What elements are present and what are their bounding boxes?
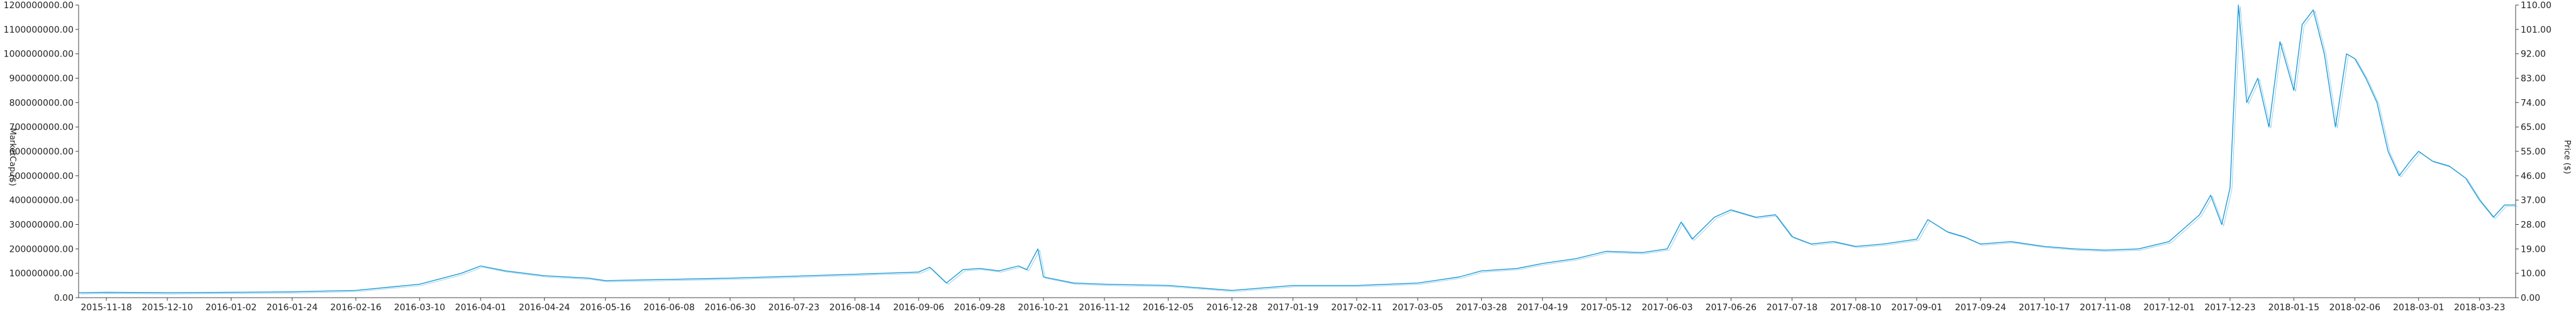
right-y-tick-label: 0.00: [2521, 293, 2540, 303]
x-tick-label: 2016-12-28: [1206, 303, 1257, 313]
right-y-tick-label: 83.00: [2521, 74, 2546, 84]
x-tick-label: 2016-06-08: [643, 303, 694, 313]
x-tick-label: 2018-01-15: [2268, 303, 2319, 313]
x-tick-label: 2017-11-08: [2080, 303, 2131, 313]
x-tick-label: 2016-09-06: [893, 303, 944, 313]
axes: [78, 5, 2516, 298]
x-tick-label: 2018-03-01: [2393, 303, 2444, 313]
x-tick-label: 2016-05-16: [580, 303, 631, 313]
x-tick-label: 2017-12-01: [2143, 303, 2194, 313]
right-y-tick-label: 46.00: [2521, 171, 2546, 181]
x-tick-label: 2015-12-10: [142, 303, 192, 313]
right-y-tick-label: 110.00: [2521, 1, 2551, 11]
right-axis-title: Price ($): [2562, 140, 2572, 174]
x-tick-label: 2016-07-23: [769, 303, 819, 313]
x-tick-label: 2016-08-14: [830, 303, 880, 313]
x-tick-label: 2016-02-16: [330, 303, 381, 313]
x-tick-label: 2017-08-10: [1830, 303, 1881, 313]
x-tick-label: 2017-03-05: [1392, 303, 1443, 313]
left-y-axis-ticks: 0.00 100000000.00 200000000.00 300000000.00…: [4, 1, 79, 303]
x-tick-label: 2016-04-24: [519, 303, 570, 313]
left-y-tick-label: 500000000.00: [9, 171, 74, 181]
x-tick-label: 2016-04-01: [455, 303, 506, 313]
x-tick-label: 2017-04-19: [1517, 303, 1568, 313]
right-y-tick-label: 101.00: [2521, 25, 2551, 35]
x-tick-label: 2016-09-28: [954, 303, 1005, 313]
x-tick-label: 2016-10-21: [1018, 303, 1069, 313]
x-tick-label: 2016-01-24: [267, 303, 318, 313]
x-tick-label: 2017-10-17: [2019, 303, 2070, 313]
right-y-tick-label: 55.00: [2521, 147, 2546, 157]
left-axis-title: MarketCap ($): [8, 128, 17, 187]
left-y-tick-label: 800000000.00: [9, 98, 74, 108]
right-y-tick-label: 10.00: [2521, 269, 2546, 279]
x-tick-label: 2016-03-10: [394, 303, 445, 313]
x-tick-label: 2017-06-03: [1641, 303, 1692, 313]
series-line-0: [78, 4, 2516, 293]
x-tick-label: 2017-03-28: [1456, 303, 1507, 313]
x-tick-label: 2017-02-11: [1331, 303, 1382, 313]
right-y-tick-label: 19.00: [2521, 244, 2546, 254]
x-tick-label: 2017-09-01: [1891, 303, 1942, 313]
left-y-tick-label: 0.00: [54, 293, 74, 303]
left-y-tick-label: 600000000.00: [9, 147, 74, 157]
x-tick-label: 2018-03-23: [2454, 303, 2505, 313]
right-y-tick-label: 28.00: [2521, 220, 2546, 230]
left-y-tick-label: 400000000.00: [9, 196, 74, 206]
left-y-tick-label: 100000000.00: [9, 269, 74, 279]
right-y-tick-label: 65.00: [2521, 122, 2546, 133]
right-y-tick-label: 74.00: [2521, 98, 2546, 108]
x-tick-label: 2017-09-24: [1955, 303, 2006, 313]
right-y-tick-label: 37.00: [2521, 196, 2546, 206]
right-y-tick-label: 92.00: [2521, 50, 2546, 60]
x-tick-label: 2016-11-12: [1079, 303, 1130, 313]
left-y-tick-label: 700000000.00: [9, 122, 74, 133]
series-layer: [78, 4, 2518, 295]
series-line-0-shadow: [80, 6, 2518, 295]
left-y-tick-label: 1000000000.00: [4, 50, 74, 60]
x-tick-label: 2017-07-18: [1767, 303, 1818, 313]
x-tick-label: 2016-12-05: [1143, 303, 1194, 313]
left-y-tick-label: 1100000000.00: [4, 25, 74, 35]
left-y-tick-label: 1200000000.00: [4, 1, 74, 11]
x-tick-label: 2018-02-06: [2329, 303, 2380, 313]
x-tick-label: 2017-01-19: [1267, 303, 1318, 313]
x-tick-label: 2017-06-26: [1706, 303, 1757, 313]
left-y-tick-label: 200000000.00: [9, 244, 74, 254]
x-tick-label: 2016-06-30: [704, 303, 755, 313]
left-y-tick-label: 900000000.00: [9, 74, 74, 84]
x-tick-label: 2017-05-12: [1580, 303, 1631, 313]
x-axis-ticks: 2015-11-18 2015-12-10 2016-01-02 2016-01-24…: [80, 298, 2505, 313]
x-tick-label: 2017-12-23: [2204, 303, 2255, 313]
right-y-axis-ticks: 0.00 10.00 19.00 28.00 37.00 46.00 55.00 65.00 7…: [2516, 1, 2551, 303]
left-y-tick-label: 300000000.00: [9, 220, 74, 230]
x-tick-label: 2015-11-18: [80, 303, 131, 313]
x-tick-label: 2016-01-02: [206, 303, 257, 313]
